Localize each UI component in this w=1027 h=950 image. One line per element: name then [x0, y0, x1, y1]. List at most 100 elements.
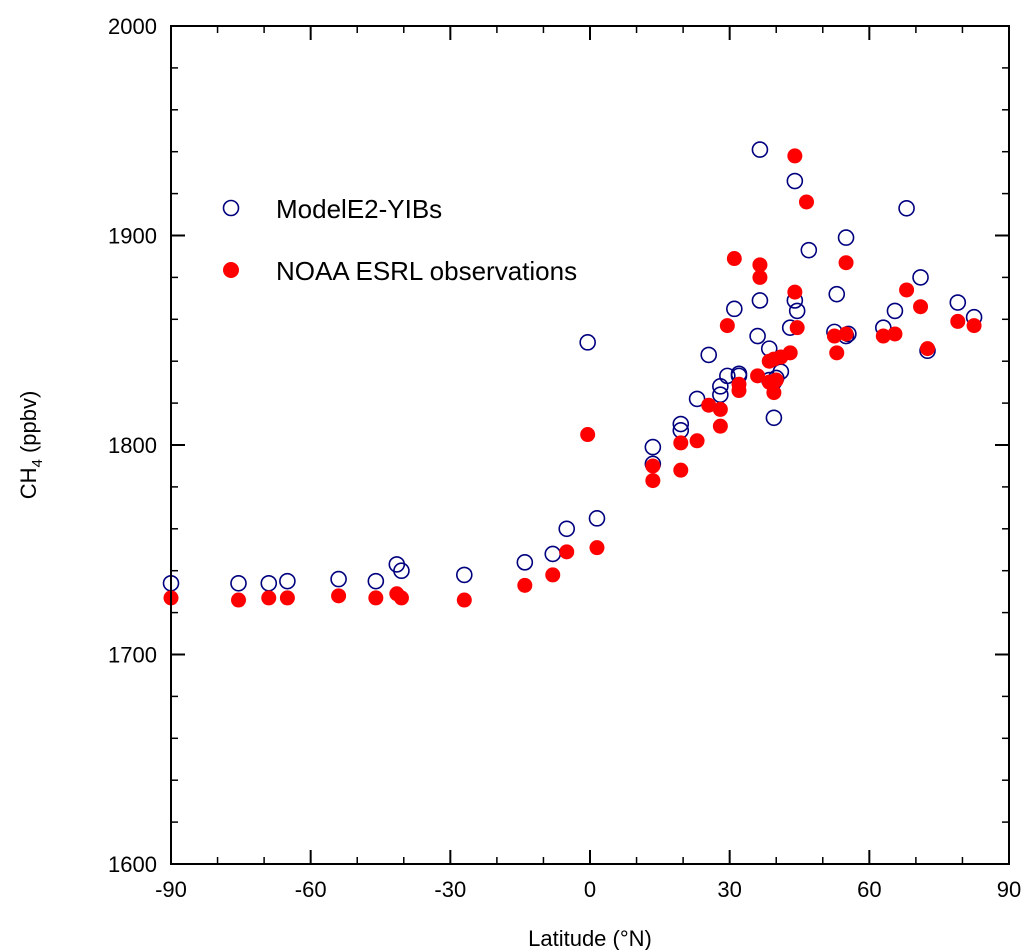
modele2-yibs-point [330, 570, 347, 588]
major-ticks [170, 25, 1010, 865]
modele2-yibs-point [751, 141, 769, 158]
x-tick-label: -90 [155, 877, 187, 902]
modele2-yibs-point [579, 334, 596, 351]
noaa-esrl-observation-point [517, 577, 533, 593]
legend-label-noaa-esrl: NOAA ESRL observations [276, 256, 577, 286]
modele2-yibs-point [279, 572, 296, 590]
x-tick-label: -60 [295, 877, 327, 902]
x-tick-label: 90 [997, 877, 1021, 902]
noaa-esrl-observation-point [752, 257, 768, 273]
noaa-esrl-observation-point [545, 567, 561, 583]
legend: ModelE2-YIBs NOAA ESRL observations [222, 194, 577, 286]
noaa-esrl-observation-point [589, 540, 605, 556]
noaa-esrl-observation-point [782, 345, 798, 361]
x-tick-label: 0 [584, 877, 596, 902]
modele2-yibs-point [786, 172, 804, 190]
y-tick-labels: 1600 1700 1800 1900 2000 [108, 14, 157, 877]
noaa-esrl-observation-point [231, 592, 247, 608]
modele2-yibs-point [544, 545, 562, 563]
minor-ticks [171, 26, 1009, 864]
modele2-yibs-point [837, 229, 855, 246]
y-tick-label: 1900 [108, 224, 157, 249]
y-axis-title-subscript: 4 [29, 459, 46, 467]
noaa-esrl-observation-point [645, 473, 661, 489]
x-tick-label: 30 [717, 877, 741, 902]
modele2-yibs-point [455, 566, 473, 584]
noaa-esrl-observation-point [712, 418, 728, 434]
modele2-yibs-point [712, 386, 729, 404]
noaa-esrl-observation-point [950, 313, 966, 329]
series-noaa-esrl-observations [163, 148, 982, 608]
noaa-esrl-observation-point [787, 148, 803, 164]
modele2-yibs-point [765, 409, 783, 427]
noaa-esrl-observation-point [829, 345, 845, 361]
noaa-esrl-observation-point [645, 458, 661, 474]
y-tick-label: 1700 [108, 643, 157, 668]
modele2-yibs-point [672, 415, 690, 433]
modele2-yibs-point [516, 554, 534, 571]
noaa-esrl-observation-point [261, 590, 277, 606]
noaa-esrl-observation-point [966, 318, 982, 334]
noaa-esrl-observation-point [750, 368, 766, 384]
modele2-yibs-point [688, 390, 706, 408]
noaa-esrl-observation-point [875, 328, 891, 344]
noaa-esrl-observation-point [689, 433, 705, 449]
noaa-esrl-observation-point [559, 544, 575, 560]
modele2-yibs-point [788, 302, 806, 320]
modele2-yibs-point [749, 327, 766, 345]
modele2-yibs-point [912, 269, 929, 286]
noaa-esrl-observation-point [701, 397, 717, 413]
y-axis-title-main: CH [16, 468, 41, 500]
noaa-esrl-observation-point [731, 383, 747, 399]
plot-frame [170, 25, 1010, 865]
modele2-yibs-point [898, 199, 915, 217]
modele2-yibs-point [644, 438, 662, 456]
modele2-yibs-point [751, 292, 769, 309]
noaa-esrl-observation-point [368, 590, 384, 606]
noaa-esrl-observation-point [766, 385, 782, 401]
y-tick-label: 1800 [108, 433, 157, 458]
x-tick-labels: -90 -60 -30 0 30 60 90 [155, 877, 1021, 902]
noaa-esrl-observation-point [838, 326, 854, 342]
legend-marker-noaa-esrl [223, 262, 239, 278]
noaa-esrl-observation-point [456, 592, 472, 608]
x-tick-label: -30 [434, 877, 466, 902]
noaa-esrl-observation-point [673, 462, 689, 478]
noaa-esrl-observation-point [913, 299, 929, 315]
x-tick-label: 60 [857, 877, 881, 902]
svg-text:CH4 (ppbv): CH4 (ppbv) [16, 391, 46, 500]
y-axis-title: CH4 (ppbv) [16, 391, 46, 500]
modele2-yibs-point [367, 572, 385, 590]
legend-marker-modele2-yibs [222, 199, 240, 217]
noaa-esrl-observation-point [393, 590, 409, 606]
y-tick-label: 2000 [108, 14, 157, 39]
noaa-esrl-observation-point [752, 269, 768, 285]
noaa-esrl-observation-point [920, 341, 936, 357]
y-tick-label: 1600 [108, 852, 157, 877]
modele2-yibs-point [558, 520, 576, 538]
noaa-esrl-observation-point [331, 588, 347, 604]
modele2-yibs-point [260, 574, 278, 592]
noaa-esrl-observation-point [787, 284, 803, 300]
modele2-yibs-point [700, 346, 718, 364]
noaa-esrl-observation-point [673, 435, 689, 451]
noaa-esrl-observation-point [826, 328, 842, 344]
modele2-yibs-point [726, 300, 743, 318]
modele2-yibs-point [800, 241, 818, 259]
noaa-esrl-observation-point [726, 251, 742, 267]
noaa-esrl-observation-point [887, 326, 903, 342]
noaa-esrl-observation-point [768, 372, 784, 388]
noaa-esrl-observation-point [712, 401, 728, 417]
modele2-yibs-point [949, 294, 967, 311]
modele2-yibs-point [588, 510, 606, 527]
noaa-esrl-observation-point [789, 320, 805, 336]
noaa-esrl-observation-point [798, 194, 814, 210]
modele2-yibs-point [393, 562, 410, 580]
modele2-yibs-point [719, 367, 736, 385]
modele2-yibs-point [230, 574, 247, 592]
modele2-yibs-point [712, 378, 729, 395]
y-axis-title-unit: (ppbv) [16, 391, 41, 459]
noaa-esrl-observation-point [279, 590, 295, 606]
noaa-esrl-observation-point [580, 427, 596, 443]
